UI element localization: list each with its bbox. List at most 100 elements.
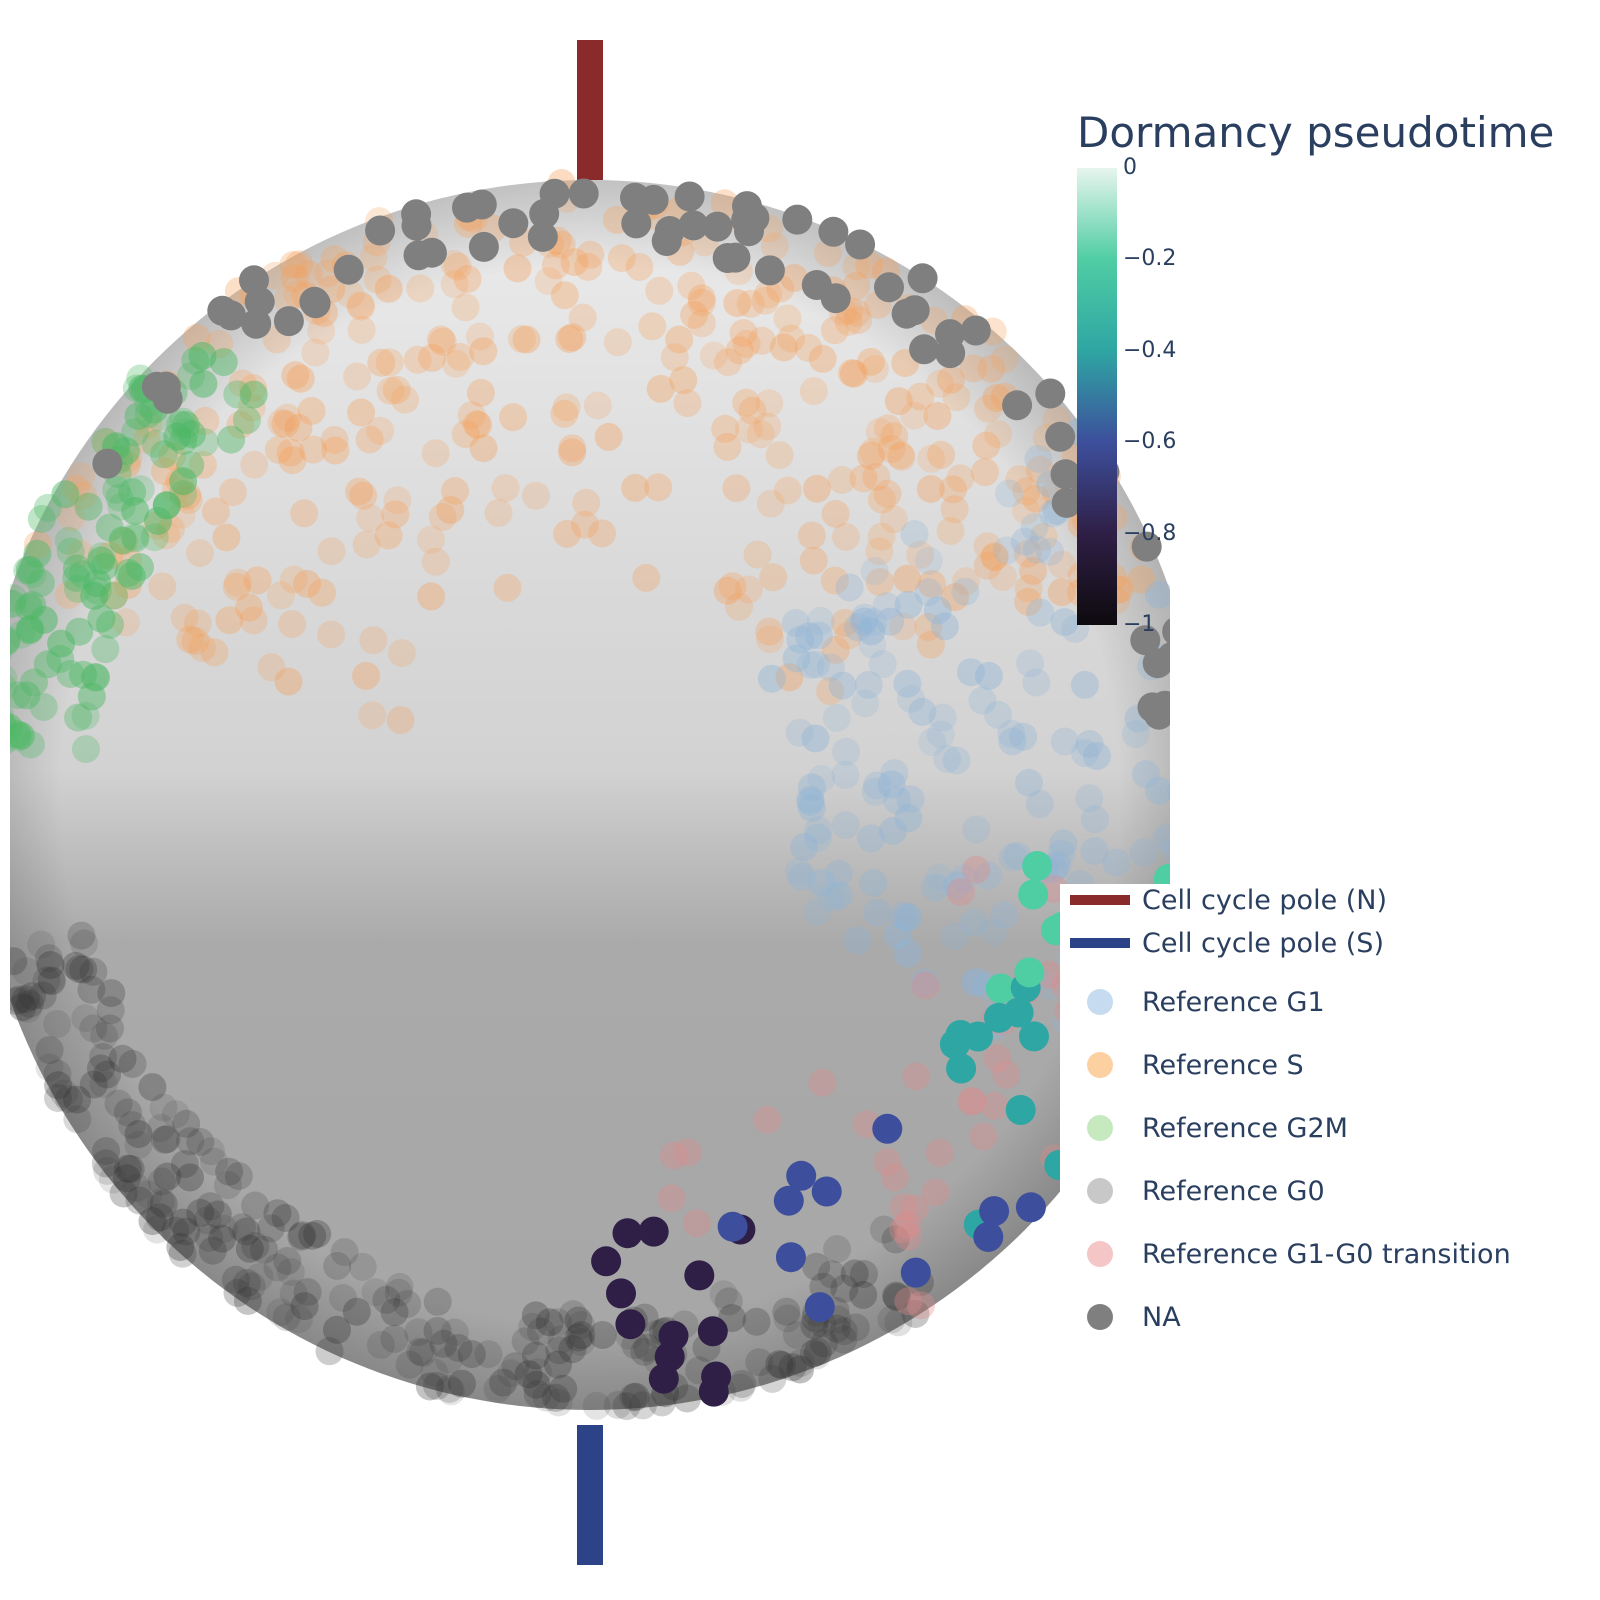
point-reference-g1 — [803, 898, 831, 927]
point-reference-g2m — [10, 728, 18, 754]
colorbar-tick: −0.4 — [1123, 337, 1177, 363]
point-na — [845, 229, 876, 260]
point-reference-g2m — [12, 681, 41, 710]
point-reference-g0 — [273, 1247, 302, 1275]
point-reference-s — [69, 481, 98, 510]
point-reference-g2m — [23, 539, 52, 568]
point-reference-g0 — [44, 1071, 73, 1100]
legend-item[interactable]: Reference G1 — [1060, 982, 1325, 1022]
point-dormancy — [1003, 997, 1034, 1028]
point-reference-s — [278, 610, 307, 639]
point-reference-g0 — [97, 979, 126, 1008]
point-reference-g0 — [329, 1284, 357, 1312]
point-reference-g1 — [1102, 848, 1131, 877]
point-reference-s — [777, 324, 805, 353]
point-reference-g1 — [824, 881, 853, 910]
point-reference-g0 — [79, 957, 108, 986]
point-reference-g0 — [621, 1382, 650, 1411]
point-reference-s — [469, 434, 498, 463]
point-dormancy — [985, 973, 1016, 1004]
point-reference-g1 — [850, 603, 879, 632]
point-reference-g2m — [16, 730, 45, 759]
point-reference-g0 — [147, 1167, 176, 1196]
point-reference-g1 — [859, 869, 888, 897]
point-reference-g1 — [1166, 782, 1170, 801]
point-reference-s — [355, 425, 384, 454]
point-reference-s — [550, 399, 579, 428]
point-reference-s — [484, 498, 513, 527]
point-reference-g0 — [28, 981, 57, 1010]
legend-item[interactable]: Reference G2M — [1060, 1108, 1348, 1148]
point-reference-g0 — [567, 1321, 596, 1350]
point-reference-s — [946, 464, 975, 493]
legend-label: NA — [1142, 1301, 1181, 1333]
point-reference-s — [821, 636, 850, 664]
point-reference-g1 — [964, 968, 993, 997]
point-reference-s — [442, 349, 470, 378]
point-reference-g2m — [10, 675, 18, 700]
point-na — [732, 191, 762, 222]
point-reference-g0 — [113, 1154, 142, 1183]
point-reference-g2m — [163, 422, 192, 451]
point-reference-g0 — [271, 1204, 300, 1232]
point-reference-g2m — [51, 480, 80, 509]
point-reference-g1 — [861, 777, 890, 806]
point-reference-s — [576, 240, 605, 269]
point-reference-s — [273, 403, 302, 432]
point-reference-s — [264, 435, 293, 464]
point-reference-g1-g0 — [657, 1184, 686, 1213]
legend-item[interactable]: Cell cycle pole (S) — [1060, 923, 1384, 963]
point-reference-s — [426, 325, 455, 354]
point-na — [539, 178, 570, 209]
point-reference-g0 — [263, 1199, 292, 1228]
point-reference-g0 — [69, 955, 98, 984]
point-reference-s — [925, 369, 954, 398]
point-dormancy — [1005, 1095, 1036, 1125]
legend-item[interactable]: Reference G0 — [1060, 1171, 1325, 1211]
point-reference-g1 — [1020, 513, 1049, 541]
point-reference-g1 — [860, 557, 889, 586]
point-na — [1035, 378, 1066, 409]
point-reference-g1 — [863, 771, 892, 800]
point-reference-s — [188, 450, 217, 479]
legend-item[interactable]: Reference G1-G0 transition — [1060, 1234, 1511, 1274]
point-dormancy — [717, 1211, 748, 1242]
point-reference-g0 — [96, 996, 125, 1025]
point-reference-s — [299, 435, 328, 464]
point-reference-g1 — [893, 669, 922, 698]
point-reference-s — [842, 252, 871, 281]
point-reference-g1 — [1083, 742, 1111, 771]
point-reference-s — [347, 398, 376, 427]
point-dormancy — [811, 1176, 842, 1207]
point-reference-s — [973, 551, 1002, 580]
point-reference-g2m — [82, 663, 110, 692]
legend-item[interactable]: Cell cycle pole (N) — [1060, 880, 1387, 920]
point-reference-g0 — [237, 1272, 266, 1301]
legend-item[interactable]: NA — [1060, 1297, 1181, 1337]
point-reference-g2m — [217, 425, 246, 454]
legend-marker-swatch — [1087, 1052, 1113, 1078]
point-reference-s — [713, 576, 742, 605]
point-reference-g0 — [745, 1348, 774, 1377]
point-reference-s — [1013, 539, 1042, 568]
point-reference-g0 — [901, 1300, 930, 1328]
point-reference-g0 — [511, 1327, 540, 1356]
point-reference-s — [972, 431, 1001, 460]
point-reference-s — [873, 479, 902, 508]
point-reference-s — [349, 481, 378, 510]
point-reference-g0 — [408, 1338, 437, 1367]
point-reference-s — [243, 566, 272, 595]
point-reference-s — [797, 521, 826, 550]
point-reference-g1 — [878, 817, 907, 845]
point-reference-g1 — [1022, 668, 1051, 697]
point-reference-s — [746, 420, 775, 449]
point-reference-g0 — [786, 1348, 815, 1377]
legend-item[interactable]: Reference S — [1060, 1045, 1304, 1085]
point-reference-s — [840, 359, 868, 388]
point-reference-s — [756, 489, 785, 518]
point-reference-s — [889, 612, 917, 641]
point-reference-g0 — [404, 1318, 433, 1347]
point-reference-s — [831, 522, 860, 551]
point-reference-s — [625, 252, 654, 281]
point-reference-s — [980, 543, 1009, 572]
